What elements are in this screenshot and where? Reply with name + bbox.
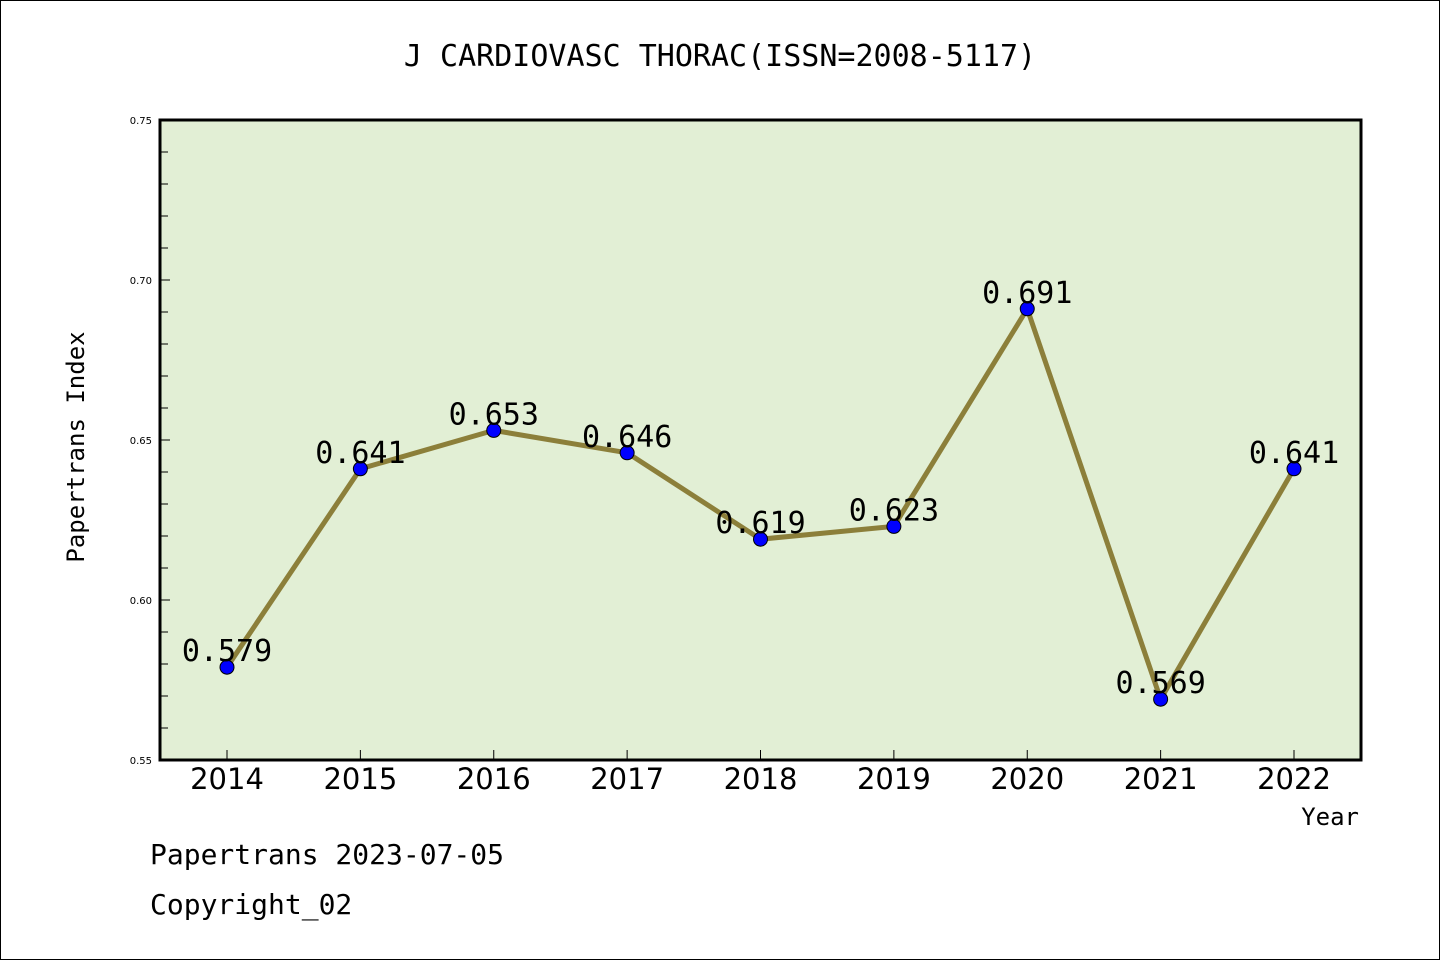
footer-source: Papertrans 2023-07-05 [150,838,504,871]
data-point [219,659,235,675]
x-tick-label: 2016 [457,762,531,796]
chart-title: J CARDIOVASC THORAC(ISSN=2008-5117) [404,39,1036,74]
y-axis-ticks: 0.55 0.60 0.65 0.70 0.75 [130,116,170,767]
data-label: 0.623 [849,493,939,528]
x-axis-ticks: 2014 2015 2016 2017 2018 2019 2020 2021 2022 [190,750,1331,796]
data-label: 0.641 [1249,436,1339,471]
x-tick-label: 2017 [590,762,664,796]
x-tick-label: 2014 [190,762,264,796]
data-label: 0.646 [582,420,672,455]
y-tick-label: 0.65 [130,436,152,447]
y-tick-label: 0.75 [130,116,152,127]
x-tick-label: 2022 [1257,762,1331,796]
data-point [619,445,635,461]
footer-copyright: Copyright_02 [150,888,352,922]
data-point [1019,301,1035,317]
data-point [352,461,368,477]
data-point [1153,691,1169,707]
x-tick-label: 2018 [724,762,798,796]
data-label: 0.641 [315,436,405,471]
data-point [886,518,902,534]
x-tick-label: 2019 [857,762,931,796]
y-tick-label: 0.60 [130,596,152,607]
x-tick-label: 2020 [990,762,1064,796]
y-axis-title: Papertrans Index [62,331,90,562]
data-point [486,422,502,438]
series-line-group: 0.579 0.641 0.653 0.646 0.619 0.623 0.691 0.569… [182,276,1339,707]
data-label: 0.653 [449,397,539,432]
data-label: 0.619 [715,506,805,541]
x-axis-title: Year [1301,803,1359,831]
data-label: 0.569 [1115,666,1205,701]
x-tick-label: 2015 [323,762,397,796]
plot-area [160,120,1361,760]
plot-border [158,118,1363,762]
x-tick-label: 2021 [1124,762,1198,796]
data-label: 0.579 [182,634,272,669]
data-point [753,531,768,547]
y-tick-label: 0.70 [130,276,152,287]
data-label: 0.691 [982,276,1072,311]
data-point [1286,461,1302,477]
y-tick-label: 0.55 [130,756,152,767]
